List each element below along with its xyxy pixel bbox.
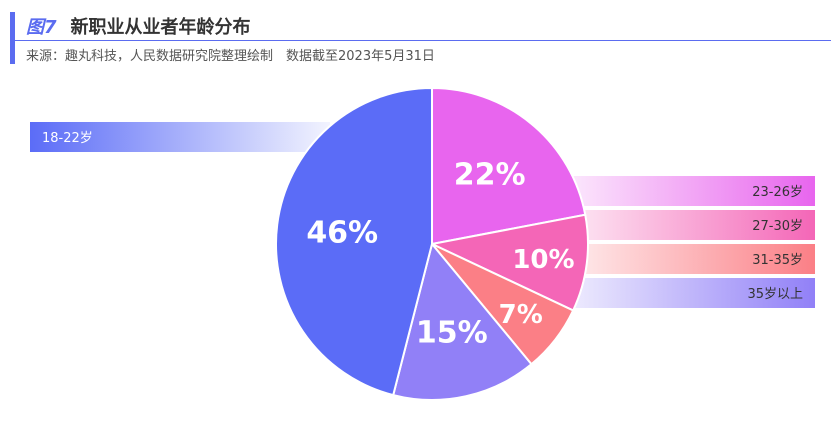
legend-band-4 — [560, 278, 815, 308]
legend-band-2 — [560, 210, 815, 240]
pie-slice-0 — [275, 86, 433, 397]
slice-percent-label-1: 22% — [454, 157, 526, 192]
legend-label-2: 27-30岁 — [752, 219, 803, 234]
pie-slice-2 — [428, 213, 589, 312]
legend-band-0 — [30, 122, 330, 152]
legend-label-0: 18-22岁 — [42, 131, 93, 146]
slice-percent-label-4: 15% — [416, 315, 488, 350]
slice-percent-label-3: 7% — [499, 300, 543, 330]
pie-slice-1 — [431, 86, 587, 246]
source-note: 来源：趣丸科技，人民数据研究院整理绘制 数据截至2023年5月31日 — [26, 49, 435, 64]
figure-number: 图7 — [26, 17, 57, 38]
legend-band-1 — [560, 176, 815, 206]
title-underline — [15, 40, 831, 41]
legend-band-3 — [560, 244, 815, 274]
legend-label-1: 23-26岁 — [752, 185, 803, 200]
legend-label-3: 31-35岁 — [752, 253, 803, 268]
header-accent-bar — [10, 12, 15, 64]
chart-title: 新职业从业者年龄分布 — [70, 17, 251, 38]
pie-slice-4 — [391, 241, 533, 401]
slice-percent-label-2: 10% — [512, 245, 574, 275]
slice-percent-label-0: 46% — [306, 216, 378, 251]
title-row: 图7 新职业从业者年龄分布 — [26, 12, 251, 40]
legend-label-4: 35岁以上 — [747, 287, 803, 302]
